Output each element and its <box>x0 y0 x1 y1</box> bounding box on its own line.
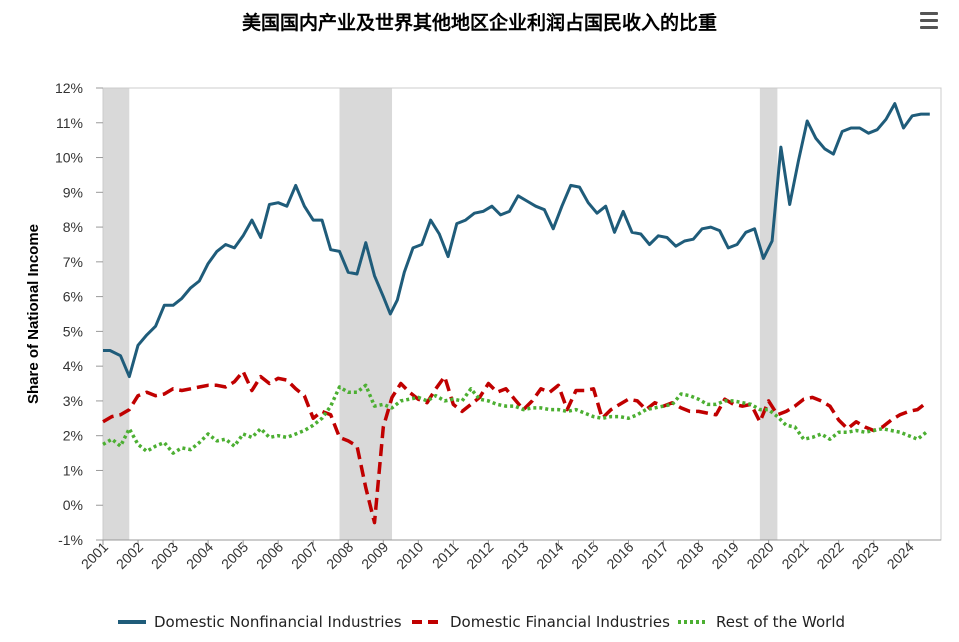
x-tick-label: 2024 <box>884 539 917 572</box>
y-axis-label: Share of National Income <box>25 224 42 404</box>
legend-item-rest-of-world[interactable]: Rest of the World <box>678 610 845 634</box>
legend-item-financial[interactable]: Domestic Financial Industries <box>412 610 670 634</box>
plot-area-frame <box>102 87 942 541</box>
menu-bar-3 <box>920 26 938 29</box>
series-lines <box>102 102 930 525</box>
y-tick-label: 12% <box>55 80 83 96</box>
y-tick-label: 1% <box>63 462 83 478</box>
x-tick-label: 2009 <box>358 539 391 572</box>
chart-legend: Domestic Nonfinancial Industries Domesti… <box>0 610 959 634</box>
y-tick-label: 7% <box>63 254 83 270</box>
y-tick-label: 10% <box>55 150 83 166</box>
y-tick-label: -1% <box>58 532 83 548</box>
x-tick-label: 2008 <box>323 539 356 572</box>
legend-label: Domestic Nonfinancial Industries <box>154 613 402 631</box>
legend-label: Rest of the World <box>716 613 846 631</box>
x-tick-label: 2012 <box>463 539 496 572</box>
legend-item-nonfinancial[interactable]: Domestic Nonfinancial Industries <box>118 610 402 634</box>
chart-title: 美国国内产业及世界其他地区企业利润占国民收入的比重 <box>241 12 717 34</box>
x-tick-label: 2002 <box>113 539 146 572</box>
x-tick-label: 2023 <box>849 539 882 572</box>
x-tick-label: 2011 <box>429 539 462 572</box>
x-tick-label: 2022 <box>813 539 846 572</box>
y-axis-ticks: -1% 0% 1% 2% 3% 4% 5% 6% 7% 8% 9% 10% 11% 12% <box>55 80 103 548</box>
x-tick-label: 2013 <box>498 539 531 572</box>
recession-band <box>339 88 393 540</box>
y-tick-label: 4% <box>63 358 83 374</box>
y-tick-label: 6% <box>63 289 83 305</box>
x-tick-label: 2003 <box>148 539 181 572</box>
y-tick-label: 11% <box>56 115 83 131</box>
recession-band <box>759 88 778 540</box>
recession-band <box>103 88 130 540</box>
y-tick-label: 8% <box>63 219 83 235</box>
x-tick-label: 2015 <box>568 539 601 572</box>
y-tick-label: 2% <box>63 428 83 444</box>
menu-bar-2 <box>920 19 938 22</box>
x-tick-label: 2006 <box>253 539 286 572</box>
x-tick-label: 2019 <box>708 539 741 572</box>
legend-swatch-solid <box>118 620 146 624</box>
y-tick-label: 0% <box>63 497 83 513</box>
x-tick-label: 2005 <box>218 539 251 572</box>
series-line-3 <box>102 383 928 455</box>
menu-bar-1 <box>920 12 938 15</box>
y-tick-label: 9% <box>63 184 83 200</box>
recession-shading <box>103 88 778 540</box>
legend-swatch-dashed <box>412 620 442 624</box>
x-tick-label: 2014 <box>533 539 566 572</box>
x-tick-label: 2020 <box>743 539 776 572</box>
x-axis-ticks: 2001 2002 2003 2004 2005 2006 2007 2008 2009 2010… <box>78 539 917 572</box>
x-tick-label: 2021 <box>778 539 811 572</box>
x-tick-label: 2004 <box>183 539 216 572</box>
x-tick-label: 2018 <box>673 539 706 572</box>
x-tick-label: 2016 <box>603 539 636 572</box>
hamburger-menu-icon[interactable] <box>918 12 940 30</box>
series-line-2 <box>102 369 928 525</box>
x-tick-label: 2017 <box>638 539 671 572</box>
x-tick-label: 2010 <box>393 539 426 572</box>
legend-label: Domestic Financial Industries <box>450 613 670 631</box>
legend-swatch-dotted <box>678 620 708 624</box>
y-tick-label: 3% <box>63 393 83 409</box>
x-tick-label: 2007 <box>288 539 321 572</box>
y-tick-label: 5% <box>63 323 83 339</box>
series-line-1 <box>103 102 930 379</box>
